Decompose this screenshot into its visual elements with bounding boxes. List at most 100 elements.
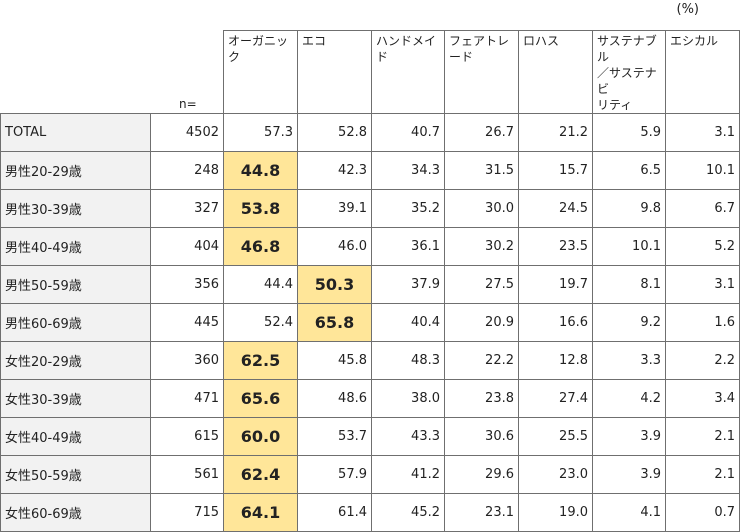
sample-size-cell: 561 xyxy=(150,455,224,494)
value-cell: 21.2 xyxy=(518,113,593,152)
table-row: 女性20-29歳 360 62.5 45.8 48.3 22.2 12.8 3.3 2.2 xyxy=(0,341,740,380)
value-cell: 5.2 xyxy=(665,227,740,266)
row-label: 男性60-69歳 xyxy=(0,303,151,342)
value-cell: 2.1 xyxy=(665,417,740,456)
value-cell: 53.8 xyxy=(223,189,298,228)
row-label: 男性40-49歳 xyxy=(0,227,151,266)
value-cell: 19.7 xyxy=(518,265,593,304)
value-cell: 50.3 xyxy=(297,265,372,304)
value-cell: 52.8 xyxy=(297,113,372,152)
table-row: 男性50-59歳 356 44.4 50.3 37.9 27.5 19.7 8.1 3.1 xyxy=(0,265,740,304)
value-cell: 57.9 xyxy=(297,455,372,494)
row-label: 女性40-49歳 xyxy=(0,417,151,456)
row-label: 女性50-59歳 xyxy=(0,455,151,494)
value-cell: 38.0 xyxy=(371,379,445,418)
value-cell: 12.8 xyxy=(518,341,593,380)
row-label: TOTAL xyxy=(0,113,151,152)
value-cell: 3.9 xyxy=(592,455,666,494)
value-cell: 22.2 xyxy=(444,341,519,380)
value-cell: 3.4 xyxy=(665,379,740,418)
value-cell: 65.8 xyxy=(297,303,372,342)
value-cell: 57.3 xyxy=(223,113,298,152)
value-cell: 29.6 xyxy=(444,455,519,494)
value-cell: 39.1 xyxy=(297,189,372,228)
sample-size-cell: 360 xyxy=(150,341,224,380)
row-label: 女性30-39歳 xyxy=(0,379,151,418)
value-cell: 31.5 xyxy=(444,151,519,190)
value-cell: 34.3 xyxy=(371,151,445,190)
value-cell: 44.8 xyxy=(223,151,298,190)
value-cell: 23.0 xyxy=(518,455,593,494)
value-cell: 60.0 xyxy=(223,417,298,456)
row-label: 女性20-29歳 xyxy=(0,341,151,380)
unit-label: (%) xyxy=(676,2,700,17)
value-cell: 10.1 xyxy=(665,151,740,190)
value-cell: 16.6 xyxy=(518,303,593,342)
value-cell: 10.1 xyxy=(592,227,666,266)
row-label: 男性50-59歳 xyxy=(0,265,151,304)
table-row: 女性50-59歳 561 62.4 57.9 41.2 29.6 23.0 3.9 2.1 xyxy=(0,455,740,494)
column-header: ロハス xyxy=(518,30,593,114)
value-cell: 23.5 xyxy=(518,227,593,266)
value-cell: 53.7 xyxy=(297,417,372,456)
value-cell: 20.9 xyxy=(444,303,519,342)
column-header: サステナブル ／サステナビ リティ xyxy=(592,30,666,114)
value-cell: 44.4 xyxy=(223,265,298,304)
sample-size-cell: 327 xyxy=(150,189,224,228)
value-cell: 15.7 xyxy=(518,151,593,190)
sample-size-cell: 248 xyxy=(150,151,224,190)
value-cell: 3.3 xyxy=(592,341,666,380)
table-body: TOTAL 4502 57.3 52.8 40.7 26.7 21.2 5.9 3.1 男性20-… xyxy=(0,113,740,532)
value-cell: 1.6 xyxy=(665,303,740,342)
value-cell: 6.7 xyxy=(665,189,740,228)
value-cell: 2.1 xyxy=(665,455,740,494)
table-row: 男性20-29歳 248 44.8 42.3 34.3 31.5 15.7 6.5 10.1 xyxy=(0,151,740,190)
value-cell: 42.3 xyxy=(297,151,372,190)
value-cell: 36.1 xyxy=(371,227,445,266)
column-header: オーガニック xyxy=(223,30,298,114)
header-row: n= オーガニック エコ ハンドメイド フェアトレード ロハス サステナブル ／サステナビリ… xyxy=(0,30,740,114)
table-row: 男性30-39歳 327 53.8 39.1 35.2 30.0 24.5 9.8 6.7 xyxy=(0,189,740,228)
sample-size-cell: 356 xyxy=(150,265,224,304)
table-row: 女性40-49歳 615 60.0 53.7 43.3 30.6 25.5 3.9 2.1 xyxy=(0,417,740,456)
value-cell: 45.8 xyxy=(297,341,372,380)
column-header: フェアトレード xyxy=(444,30,519,114)
value-cell: 46.0 xyxy=(297,227,372,266)
value-cell: 4.2 xyxy=(592,379,666,418)
sample-size-cell: 471 xyxy=(150,379,224,418)
value-cell: 52.4 xyxy=(223,303,298,342)
column-header: ハンドメイド xyxy=(371,30,445,114)
column-header: エコ xyxy=(297,30,372,114)
value-cell: 62.5 xyxy=(223,341,298,380)
value-cell: 25.5 xyxy=(518,417,593,456)
n-header: n= xyxy=(150,30,224,114)
value-cell: 30.6 xyxy=(444,417,519,456)
value-cell: 37.9 xyxy=(371,265,445,304)
value-cell: 8.1 xyxy=(592,265,666,304)
value-cell: 9.2 xyxy=(592,303,666,342)
table-row: TOTAL 4502 57.3 52.8 40.7 26.7 21.2 5.9 3.1 xyxy=(0,113,740,152)
value-cell: 3.1 xyxy=(665,113,740,152)
column-header: エシカル xyxy=(665,30,740,114)
value-cell: 40.7 xyxy=(371,113,445,152)
value-cell: 3.9 xyxy=(592,417,666,456)
sample-size-cell: 445 xyxy=(150,303,224,342)
value-cell: 6.5 xyxy=(592,151,666,190)
value-cell: 43.3 xyxy=(371,417,445,456)
row-label: 男性30-39歳 xyxy=(0,189,151,228)
value-cell: 24.5 xyxy=(518,189,593,228)
value-cell: 27.5 xyxy=(444,265,519,304)
value-cell: 41.2 xyxy=(371,455,445,494)
value-cell: 35.2 xyxy=(371,189,445,228)
value-cell: 27.4 xyxy=(518,379,593,418)
value-cell: 2.2 xyxy=(665,341,740,380)
table-row: 男性60-69歳 445 52.4 65.8 40.4 20.9 16.6 9.2 1.6 xyxy=(0,303,740,342)
row-label: 男性20-29歳 xyxy=(0,151,151,190)
value-cell: 65.6 xyxy=(223,379,298,418)
value-cell: 30.0 xyxy=(444,189,519,228)
value-cell: 62.4 xyxy=(223,455,298,494)
table-row: 男性40-49歳 404 46.8 46.0 36.1 30.2 23.5 10.1 5.2 xyxy=(0,227,740,266)
value-cell: 3.1 xyxy=(665,265,740,304)
value-cell: 48.6 xyxy=(297,379,372,418)
value-cell: 40.4 xyxy=(371,303,445,342)
